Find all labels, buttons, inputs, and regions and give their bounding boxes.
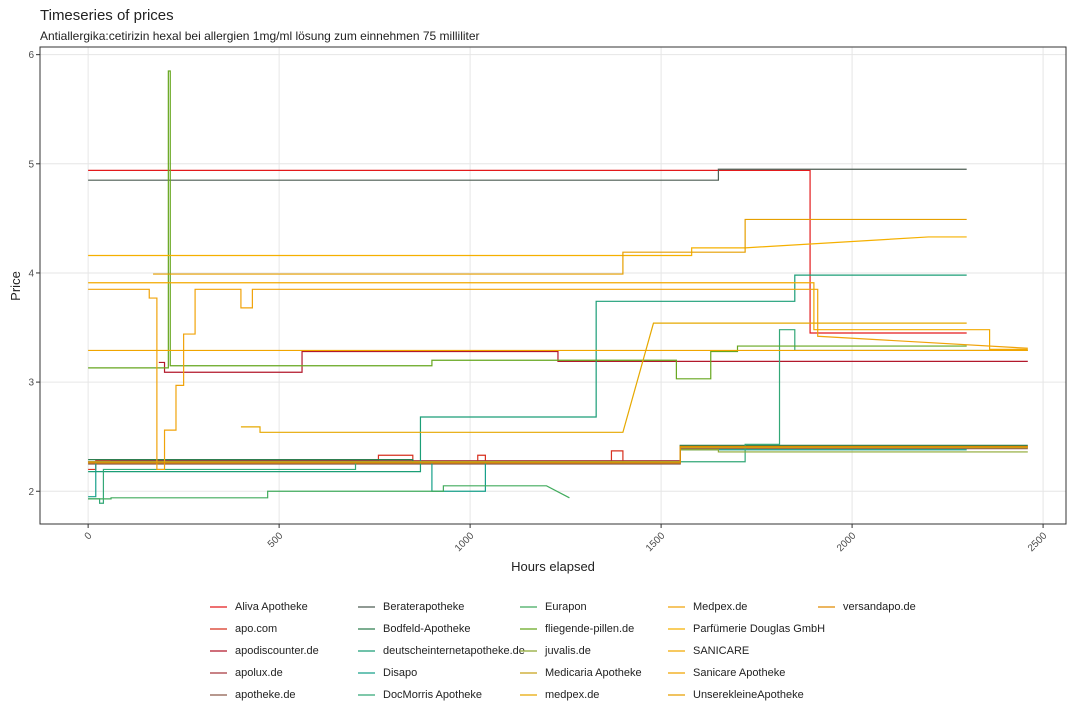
x-axis-title: Hours elapsed [511,559,595,574]
legend-label: apolux.de [235,667,283,679]
y-axis-title: Price [8,271,23,301]
legend-label: Medicaria Apotheke [545,667,642,679]
legend-label: apodiscounter.de [235,645,319,657]
legend-label: apo.com [235,623,277,635]
legend-label: Bodfeld-Apotheke [383,623,470,635]
series-line [158,350,1028,373]
series-line [153,218,967,275]
y-tick-label: 2 [28,487,34,498]
x-tick-label: 0 [83,530,95,542]
legend-label: Aliva Apotheke [235,601,308,613]
series-line [88,449,967,498]
series-line [88,282,1028,350]
series-line [88,274,967,473]
plot-border [39,46,1067,525]
series-line [240,322,967,433]
legend-label: Medpex.de [693,601,747,613]
chart-subtitle: Antiallergika:cetirizin hexal bei allerg… [40,29,480,43]
legend-label: Beraterapotheke [383,601,464,613]
y-tick-label: 4 [28,268,34,279]
x-tick-label: 1000 [453,530,477,554]
series-line [88,288,1028,471]
legend-label: medpex.de [545,689,599,701]
legend-label: DocMorris Apotheke [383,689,482,701]
x-tick-label: 2500 [1026,530,1050,554]
y-tick-label: 5 [28,159,34,170]
series-line [88,70,967,380]
legend-label: Parfümerie Douglas GmbH [693,623,825,635]
legend-label: fliegende-pillen.de [545,623,634,635]
legend-label: UnserekleineApotheke [693,689,804,701]
x-tick-label: 2000 [835,530,859,554]
series-line [88,445,1028,464]
legend-label: Disapo [383,667,417,679]
legend-label: Eurapon [545,601,587,613]
series-line [88,485,570,500]
legend-label: juvalis.de [544,645,591,657]
series-line [88,236,967,257]
series-line [88,168,967,181]
legend-label: apotheke.de [235,689,296,701]
chart-title: Timeseries of prices [40,7,174,24]
x-tick-label: 1500 [644,530,668,554]
legend-label: versandapo.de [843,601,916,613]
y-tick-label: 3 [28,378,34,389]
series-line [88,169,967,334]
legend-label: deutscheinternetapotheke.de [383,645,525,657]
y-tick-label: 6 [28,50,34,61]
series-line [88,329,1028,504]
x-tick-label: 500 [266,530,286,550]
legend-label: SANICARE [693,645,749,657]
legend-label: Sanicare Apotheke [693,667,785,679]
